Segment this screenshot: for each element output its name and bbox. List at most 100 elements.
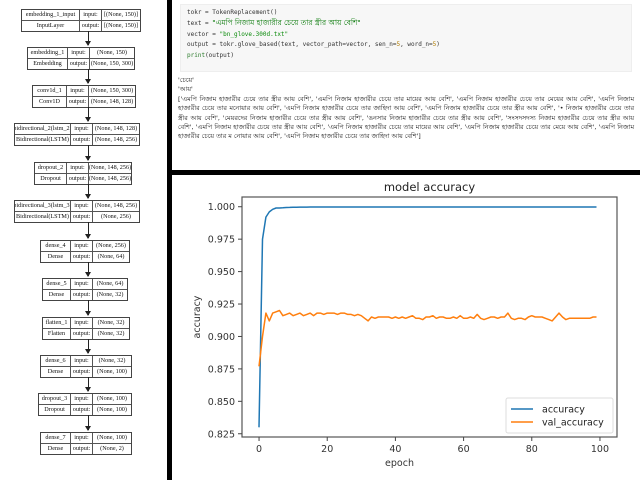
input-shape: (None, 32) [93, 356, 131, 367]
layer-name: dense_5 [43, 279, 71, 290]
layer-node-conv1d-1: conv1d_1 input: (None, 150, 300) Conv1D outp… [32, 85, 136, 108]
input-shape: (None, 150, 300) [89, 86, 135, 97]
output-line-1: 'চেয়ে' [178, 76, 194, 84]
input-shape: (None, 148, 128) [93, 124, 139, 135]
layer-node-dense-5: dense_5 input: (None, 64) Dense output: (None… [42, 278, 128, 301]
input-label: input: [71, 356, 93, 367]
layer-name: bidirectional_3(lstm_3) [15, 201, 71, 212]
input-label: input: [71, 241, 93, 252]
output-label: output: [71, 367, 93, 377]
layer-node-bidirectional-2-lstm-2: bidirectional_2(lstm_2) input: (None, 148,… [14, 123, 140, 146]
x-tick-label: 40 [389, 444, 401, 455]
horizontal-divider [167, 170, 640, 175]
output-shape: (None, 150, 300) [90, 60, 134, 67]
layer-node-embedding-1-input: embedding_1_input input: [(None, 150)] Inpu… [21, 9, 141, 32]
layer-node-dropout-3: dropout_3 input: (None, 100) Dropout output:… [38, 393, 132, 416]
code-line-2: text = "এমপি নিজাম হাজারীর চেয়ে তার স্ত… [187, 18, 361, 28]
output-shape: (None, 148, 128) [90, 98, 134, 105]
output-line-2: 'আয়' [178, 85, 193, 94]
output-shape: [(None, 150)] [103, 22, 139, 29]
layer-name: embedding_1 [28, 48, 68, 59]
layer-name: conv1d_1 [33, 86, 67, 97]
cell-output: 'চেয়ে' 'আয়' ['এমপি নিজাম হাজারীর চেয়ে… [178, 76, 634, 142]
layer-name: dense_4 [41, 241, 71, 252]
output-shape: (None, 32) [96, 291, 124, 298]
flow-arrow-icon [85, 300, 91, 316]
flow-arrow-icon [85, 222, 91, 239]
flow-arrow-icon [85, 377, 91, 392]
model-architecture-diagram: embedding_1_input input: [(None, 150)] Inpu… [0, 0, 165, 480]
layer-type: Dense [41, 252, 71, 262]
flow-arrow-icon [85, 339, 91, 354]
output-shape: (None, 64) [97, 253, 125, 260]
layer-node-dropout-2: dropout_2 input: (None, 148, 256) Dropout ou… [34, 162, 132, 185]
layer-type: Conv1D [33, 97, 67, 107]
layer-type: Dropout [39, 405, 71, 415]
output-label: output: [67, 174, 89, 184]
legend-box [505, 397, 614, 434]
input-shape: (None, 100) [93, 394, 131, 405]
vertical-divider [167, 0, 172, 480]
input-label: input: [71, 279, 93, 290]
plot-frame [241, 196, 618, 438]
y-tick-label: 0.850 [208, 397, 235, 408]
series-line-val-accuracy [258, 309, 597, 367]
output-shape: (None, 256) [101, 213, 131, 220]
output-shape: (None, 32) [97, 330, 125, 337]
output-shape: (None, 2) [100, 445, 124, 452]
layer-type: Embedding [28, 59, 68, 69]
x-axis-label: epoch [385, 458, 414, 469]
input-shape: (None, 64) [93, 279, 127, 290]
y-tick-label: 0.950 [208, 267, 235, 278]
layer-type: InputLayer [22, 21, 80, 31]
notebook-code-cell[interactable]: tokr = TokenReplacement() text = "এমপি ন… [180, 4, 632, 72]
x-tick-label: 20 [321, 444, 333, 455]
y-tick-label: 1.000 [208, 202, 235, 213]
input-shape: (None, 148, 256) [89, 163, 131, 174]
layer-type: Flatten [43, 329, 71, 339]
x-tick-label: 0 [256, 444, 262, 455]
output-shape: (None, 100) [97, 406, 127, 413]
input-label: input: [71, 394, 93, 405]
output-label: output: [67, 97, 89, 107]
output-label: output: [71, 252, 93, 262]
input-label: input: [71, 201, 93, 212]
y-axis-label: accuracy [192, 295, 203, 338]
input-label: input: [71, 124, 93, 135]
input-label: input: [71, 433, 93, 444]
layer-type: Dropout [35, 174, 67, 184]
input-label: input: [67, 163, 89, 174]
input-label: input: [68, 48, 90, 59]
flow-arrow-icon [85, 415, 91, 431]
code-line-3: vector = "bn_glove.300d.txt" [187, 30, 289, 38]
flow-arrow-icon [85, 262, 91, 277]
y-tick-label: 0.875 [208, 364, 235, 375]
output-label: output: [71, 290, 93, 300]
y-tick-label: 0.975 [208, 235, 235, 246]
output-shape: (None, 148, 256) [89, 175, 131, 182]
flow-arrow-icon [85, 31, 91, 46]
layer-node-bidirectional-3-lstm-3: bidirectional_3(lstm_3) input: (None, 148,… [14, 200, 140, 223]
code-line-1: tokr = TokenReplacement() [187, 9, 278, 16]
layer-type: Dense [43, 290, 71, 300]
layer-node-dense-6: dense_6 input: (None, 32) Dense output: (None… [40, 355, 132, 378]
layer-name: dropout_3 [39, 394, 71, 405]
layer-node-flatten-1: flatten_1 input: (None, 32) Flatten output:(… [42, 317, 130, 340]
layer-type: Bidirectional(LSTM) [15, 135, 71, 145]
output-result-list: ['এমপি নিজাম হাজারীর চেয়ে তার স্ত্রীর আ… [178, 94, 634, 141]
flow-arrow-icon [85, 107, 91, 122]
output-label: output: [71, 212, 93, 222]
chart-canvas: model accuracy 0.825 0.850 0.875 0.900 0.925 0… [192, 180, 618, 469]
y-tick-label: 0.825 [208, 429, 235, 440]
input-shape: (None, 100) [93, 433, 131, 444]
input-shape: (None, 148, 256) [93, 201, 139, 212]
layer-type: Bidirectional(LSTM) [15, 212, 71, 222]
legend-label: accuracy [542, 405, 585, 416]
output-label: output: [80, 21, 102, 31]
output-label: output: [71, 135, 93, 145]
output-label: output: [71, 329, 93, 339]
input-shape: (None, 256) [93, 241, 129, 252]
layer-name: dense_7 [41, 433, 71, 444]
layer-type: Dense [41, 367, 71, 377]
y-tick-label: 0.900 [208, 332, 235, 343]
